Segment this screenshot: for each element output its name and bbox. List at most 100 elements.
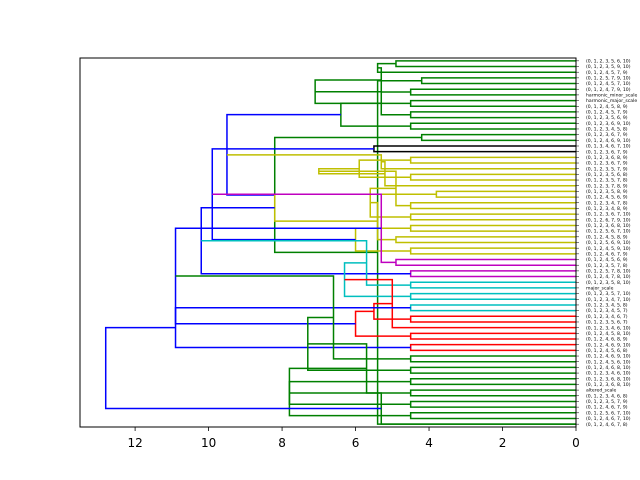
leaf-label: (0, 1, 2, 3, 6, 9, 10) bbox=[586, 121, 631, 127]
dendrogram-link bbox=[409, 389, 576, 397]
dendrogram-link bbox=[409, 156, 576, 164]
leaf-label: (0, 1, 2, 3, 4, 7, 8) bbox=[586, 200, 628, 206]
dendrogram-link bbox=[288, 367, 411, 417]
leaf-label: (0, 1, 2, 3, 6, 8, 9) bbox=[586, 155, 628, 161]
leaf-label: (0, 1, 2, 3, 5, 8, 9) bbox=[586, 189, 628, 195]
leaf-label: (0, 1, 2, 3, 4, 6, 10) bbox=[586, 325, 631, 331]
leaf-label: (0, 1, 2, 3, 5, 6, 7) bbox=[586, 320, 628, 326]
dendrogram-link bbox=[409, 99, 576, 108]
dendrogram-link bbox=[409, 304, 576, 312]
dendrogram-link bbox=[409, 88, 576, 96]
dendrogram-link bbox=[354, 227, 411, 252]
leaf-label: (0, 1, 2, 4, 6, 7, 9) bbox=[586, 405, 628, 411]
leaf-label: major_scale bbox=[586, 286, 614, 292]
leaf-label: (0, 1, 2, 4, 6, 9, 10) bbox=[586, 342, 631, 348]
leaf-label: (0, 1, 2, 3, 5, 8, 10) bbox=[586, 280, 631, 286]
dendrogram-link bbox=[409, 292, 576, 301]
dendrogram-link bbox=[409, 213, 576, 221]
leaf-label: (0, 1, 2, 4, 5, 7, 10) bbox=[586, 81, 631, 87]
leaf-label: harmonic_minor_scale bbox=[586, 93, 637, 99]
leaf-label: (0, 1, 2, 5, 6, 9, 10) bbox=[586, 240, 631, 246]
dendrogram-link bbox=[201, 239, 411, 286]
leaf-label: (0, 1, 2, 3, 4, 6, 8) bbox=[586, 393, 628, 399]
dendrogram-link bbox=[307, 343, 411, 394]
dendrogram-link bbox=[174, 307, 411, 349]
dendrogram-link bbox=[409, 332, 576, 340]
x-tick-label: 10 bbox=[201, 436, 216, 450]
leaf-label: (0, 1, 2, 4, 5, 9, 10) bbox=[586, 246, 631, 252]
dendrogram-link bbox=[409, 366, 576, 374]
leaf-label: (0, 1, 2, 4, 5, 6, 9) bbox=[586, 195, 628, 201]
dendrogram-link bbox=[409, 315, 576, 323]
leaf-label: (0, 1, 2, 3, 7, 8, 9) bbox=[586, 183, 628, 189]
leaf-label: (0, 1, 2, 3, 6, 7, 9) bbox=[586, 132, 628, 138]
dendrogram-link bbox=[409, 412, 576, 420]
leaf-label: (0, 1, 2, 3, 5, 6, 8) bbox=[586, 172, 628, 178]
leaf-label: (0, 1, 2, 4, 6, 9, 10) bbox=[586, 354, 631, 360]
x-tick-label: 6 bbox=[352, 436, 360, 450]
dendrogram-link bbox=[409, 270, 576, 278]
dendrogram-link bbox=[226, 154, 576, 170]
leaf-label: (0, 1, 2, 3, 4, 7, 10) bbox=[586, 297, 631, 303]
dendrogram-link bbox=[420, 133, 576, 142]
leaf-label: (0, 1, 2, 5, 7, 8, 10) bbox=[586, 268, 631, 274]
dendrogram-link bbox=[409, 173, 576, 181]
x-tick-label: 2 bbox=[499, 436, 507, 450]
leaf-label: harmonic_major_scale bbox=[586, 98, 637, 104]
dendrogram-link bbox=[409, 202, 576, 210]
dendrogram-link bbox=[409, 224, 576, 232]
leaf-label: (0, 1, 2, 4, 5, 7, 9) bbox=[586, 110, 628, 116]
leaf-label: (0, 1, 2, 4, 6, 7, 8) bbox=[586, 422, 628, 428]
leaf-label: (0, 1, 2, 4, 5, 8, 9) bbox=[586, 104, 628, 110]
leaf-label: (0, 1, 2, 3, 4, 5, 7) bbox=[586, 308, 628, 314]
dendrogram-links bbox=[104, 60, 576, 425]
leaf-label: (0, 1, 2, 3, 6, 7, 10) bbox=[586, 212, 631, 218]
leaf-label: (0, 1, 2, 5, 6, 7, 10) bbox=[586, 229, 631, 235]
leaf-label: (0, 1, 2, 5, 6, 7, 10) bbox=[586, 410, 631, 416]
dendrogram-link bbox=[409, 377, 576, 386]
leaf-labels: (0, 1, 2, 3, 5, 6, 10)(0, 1, 2, 3, 5, 9,… bbox=[576, 58, 637, 428]
leaf-label: (0, 1, 2, 4, 5, 6, 8) bbox=[586, 348, 628, 354]
leaf-label: (0, 1, 2, 3, 4, 8, 9) bbox=[586, 206, 628, 212]
leaf-label: (0, 1, 2, 3, 5, 7, 10) bbox=[586, 291, 631, 297]
leaf-label: (0, 1, 3, 4, 6, 7, 10) bbox=[586, 144, 631, 150]
leaf-label: (0, 1, 2, 4, 5, 6, 9) bbox=[586, 257, 628, 263]
dendrogram-link bbox=[358, 159, 411, 178]
dendrogram-link bbox=[200, 206, 411, 275]
leaf-label: (0, 1, 2, 4, 6, 8, 10) bbox=[586, 365, 631, 371]
leaf-label: (0, 1, 2, 3, 5, 7, 8) bbox=[586, 178, 628, 184]
dendrogram-link bbox=[409, 122, 576, 130]
leaf-label: (0, 1, 2, 6, 7, 9, 10) bbox=[586, 217, 631, 223]
leaf-label: (0, 1, 2, 3, 5, 9, 10) bbox=[586, 64, 631, 70]
x-tick-label: 4 bbox=[425, 436, 433, 450]
leaf-label: (0, 1, 2, 3, 5, 6, 10) bbox=[586, 58, 631, 64]
leaf-label: (0, 1, 2, 3, 5, 7, 9) bbox=[586, 399, 628, 405]
dendrogram-link bbox=[409, 343, 576, 352]
dendrogram-link bbox=[373, 302, 411, 320]
leaf-label: (0, 1, 2, 4, 7, 9, 10) bbox=[586, 87, 631, 93]
leaf-label: (0, 1, 2, 4, 5, 6, 10) bbox=[586, 359, 631, 365]
leaf-label: (0, 1, 2, 4, 6, 8, 9) bbox=[586, 337, 628, 343]
dendrogram-link bbox=[373, 145, 576, 153]
dendrogram-link bbox=[420, 77, 576, 85]
leaf-label: (0, 1, 2, 4, 6, 9, 10) bbox=[586, 138, 631, 144]
dendrogram-link bbox=[409, 281, 576, 289]
x-tick-label: 12 bbox=[127, 436, 142, 450]
leaf-label: (0, 1, 2, 3, 5, 7, 8) bbox=[586, 263, 628, 269]
leaf-label: altered_scale bbox=[586, 388, 617, 394]
leaf-label: (0, 1, 2, 4, 6, 7, 9) bbox=[586, 251, 628, 257]
leaf-label: (0, 1, 2, 3, 6, 7, 9) bbox=[586, 161, 628, 167]
leaf-label: (0, 1, 2, 4, 6, 7, 10) bbox=[586, 416, 631, 422]
leaf-label: (0, 1, 2, 5, 7, 9, 10) bbox=[586, 75, 631, 81]
dendrogram-link bbox=[409, 247, 576, 255]
dendrogram-link bbox=[409, 355, 576, 363]
x-axis: 12 10 8 6 4 2 0 bbox=[127, 427, 580, 450]
leaf-label: (0, 1, 2, 3, 4, 5, 8) bbox=[586, 303, 628, 309]
leaf-label: (0, 1, 2, 4, 5, 7, 9) bbox=[586, 70, 628, 76]
leaf-label: (0, 1, 2, 3, 5, 6, 9) bbox=[586, 115, 628, 121]
leaf-label: (0, 1, 2, 3, 4, 6, 10) bbox=[586, 371, 631, 377]
leaf-label: (0, 1, 2, 3, 4, 6, 7) bbox=[586, 314, 628, 320]
leaf-label: (0, 1, 2, 3, 6, 7, 9) bbox=[586, 149, 628, 155]
leaf-label: (0, 1, 2, 4, 7, 8, 10) bbox=[586, 274, 631, 280]
